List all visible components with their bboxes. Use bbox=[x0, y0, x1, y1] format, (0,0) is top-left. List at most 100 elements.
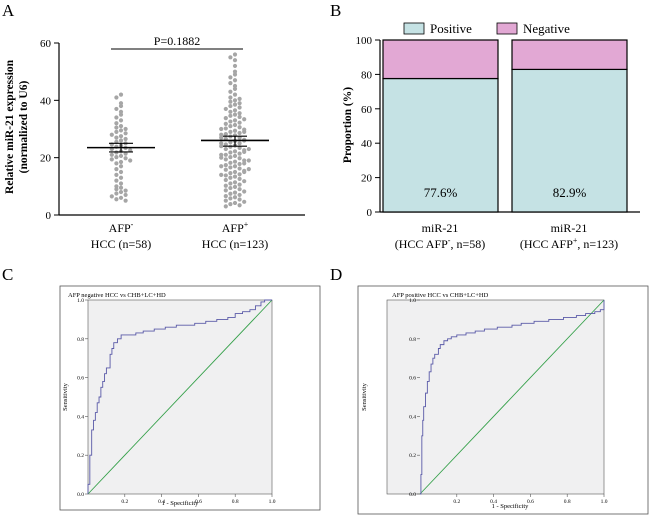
data-point bbox=[232, 78, 238, 83]
group-label-afp-pos-sub: HCC (n=123) bbox=[202, 237, 268, 251]
group-label-afp-neg: AFP- bbox=[109, 220, 134, 235]
group-label-afp-neg-sub: HCC (n=58) bbox=[91, 237, 151, 251]
data-point bbox=[228, 129, 233, 134]
data-point bbox=[237, 187, 242, 192]
bar-category-2-line2: (HCC AFP+, n=123) bbox=[520, 236, 618, 251]
data-point bbox=[118, 169, 124, 175]
data-point bbox=[237, 161, 242, 167]
panel-b-ytick-label: 100 bbox=[356, 35, 373, 47]
data-point bbox=[232, 159, 238, 164]
bar-value-label-1: 77.6% bbox=[424, 185, 458, 200]
panel-d: D AFP positive HCC vs CHB+LC+HD 1 - Spec… bbox=[330, 265, 649, 515]
legend-positive-swatch bbox=[403, 22, 425, 35]
data-point bbox=[118, 189, 124, 195]
data-point bbox=[223, 132, 228, 137]
data-point bbox=[232, 200, 238, 206]
data-point bbox=[232, 63, 238, 69]
data-point bbox=[118, 175, 124, 180]
panel-b-ytick-label: 20 bbox=[361, 173, 373, 185]
data-point bbox=[118, 124, 124, 129]
data-point bbox=[232, 153, 238, 159]
data-point bbox=[237, 114, 242, 120]
data-point bbox=[123, 188, 128, 193]
data-point bbox=[232, 108, 238, 113]
panel-d-letter: D bbox=[330, 265, 342, 284]
data-point bbox=[109, 157, 114, 162]
data-point bbox=[223, 167, 228, 172]
data-point bbox=[219, 144, 224, 149]
panel-b-ylabel: Proportion (%) bbox=[342, 87, 354, 163]
data-point bbox=[223, 152, 228, 157]
data-point bbox=[228, 75, 233, 80]
data-point bbox=[232, 195, 238, 200]
data-point bbox=[228, 165, 233, 170]
data-point bbox=[228, 81, 233, 86]
data-point bbox=[232, 86, 238, 91]
data-point bbox=[228, 160, 233, 165]
panel-c-title: AFP negative HCC vs CHB+LC+HD bbox=[68, 292, 166, 299]
data-point bbox=[219, 172, 224, 177]
data-point bbox=[114, 178, 119, 183]
data-point bbox=[232, 92, 238, 97]
data-point bbox=[228, 185, 233, 191]
data-point bbox=[118, 164, 124, 169]
data-point bbox=[228, 55, 233, 60]
data-point bbox=[123, 151, 128, 156]
data-point bbox=[237, 120, 242, 125]
data-point bbox=[228, 202, 233, 207]
data-point bbox=[242, 161, 247, 166]
roc-ytick-label: 1.0 bbox=[409, 298, 416, 304]
data-point bbox=[232, 174, 238, 179]
data-point bbox=[114, 95, 119, 100]
data-point bbox=[223, 163, 228, 168]
panel-c-letter: C bbox=[2, 265, 13, 284]
data-point bbox=[232, 58, 238, 63]
data-point bbox=[237, 172, 242, 177]
roc-curve bbox=[87, 299, 272, 494]
data-point bbox=[228, 150, 233, 155]
data-point bbox=[123, 136, 128, 142]
data-point bbox=[114, 187, 119, 192]
bar-category-2-post: , n=123) bbox=[577, 237, 618, 251]
data-point bbox=[114, 106, 119, 112]
panel-b-ytick-label: 40 bbox=[361, 138, 373, 150]
data-point bbox=[114, 115, 119, 120]
data-point bbox=[232, 169, 238, 175]
panel-b-letter: B bbox=[330, 1, 341, 20]
roc-xtick-label: 0.6 bbox=[527, 499, 534, 505]
data-point bbox=[219, 135, 224, 140]
data-point bbox=[123, 131, 128, 136]
data-point bbox=[246, 158, 251, 163]
data-point bbox=[228, 124, 233, 129]
data-point bbox=[237, 166, 242, 171]
data-point bbox=[114, 172, 119, 177]
data-point bbox=[237, 145, 242, 151]
data-point bbox=[228, 171, 233, 176]
roc-xtick-label: 0.2 bbox=[121, 499, 128, 505]
group-label-afp-neg-main: AFP bbox=[109, 221, 131, 235]
bar-category-2-sup: + bbox=[573, 236, 578, 245]
data-point bbox=[228, 119, 233, 124]
group-label-afp-pos-sup: + bbox=[244, 220, 249, 229]
roc-ytick-label: 0.6 bbox=[77, 376, 84, 382]
panel-d-ylabel: Sensitivity bbox=[361, 382, 368, 411]
data-point bbox=[219, 126, 224, 132]
data-point bbox=[246, 146, 251, 152]
roc-ytick-label: 0.0 bbox=[77, 492, 84, 498]
data-point bbox=[232, 180, 238, 185]
panel-a: A Relative miR-21 expression (normalized… bbox=[2, 1, 305, 251]
data-point bbox=[223, 183, 228, 188]
data-point bbox=[242, 149, 247, 155]
panel-a-ylabel-1: Relative miR-21 expression bbox=[4, 59, 16, 194]
data-point bbox=[123, 156, 128, 161]
data-point bbox=[232, 102, 238, 107]
panel-b-ytick-label: 80 bbox=[361, 69, 373, 81]
panel-a-letter: A bbox=[2, 1, 15, 20]
data-point bbox=[223, 146, 228, 152]
data-point bbox=[237, 111, 242, 116]
data-point bbox=[118, 138, 124, 143]
data-point bbox=[237, 130, 242, 136]
data-point bbox=[242, 169, 247, 175]
roc-ytick-label: 0.6 bbox=[409, 376, 416, 382]
